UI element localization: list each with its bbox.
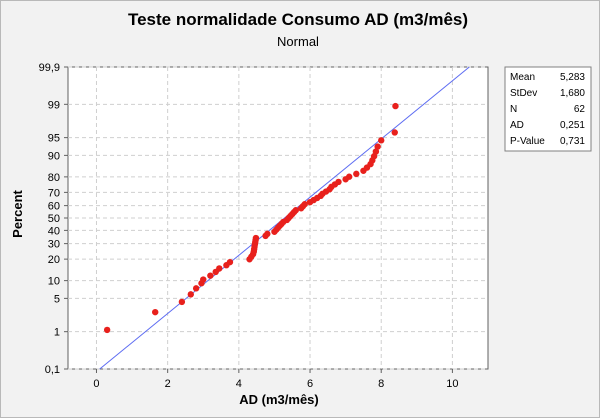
y-tick-label: 1: [54, 327, 60, 339]
data-point: [392, 102, 399, 110]
data-point: [152, 308, 159, 316]
y-tick-label: 90: [48, 150, 60, 162]
x-tick-label: 10: [446, 378, 458, 390]
y-tick-label: 99: [48, 99, 60, 111]
y-tick-label: 30: [48, 239, 60, 251]
data-point: [192, 285, 200, 292]
x-tick-label: 0: [93, 378, 99, 390]
data-point: [374, 143, 381, 150]
y-tick-label: 95: [48, 133, 60, 145]
stat-value: 62: [574, 104, 586, 115]
x-axis: 0 2 4 6 8 10: [93, 369, 459, 390]
data-points: [103, 102, 399, 334]
y-tick-label: 70: [48, 187, 60, 199]
stat-label: P-Value: [510, 136, 545, 147]
stat-label: StDev: [510, 88, 537, 99]
data-point: [187, 291, 194, 298]
stat-label: Mean: [510, 72, 535, 83]
data-point: [226, 258, 234, 266]
chart-subtitle: Normal: [277, 34, 319, 49]
data-point: [378, 137, 385, 144]
stats-box: [504, 66, 592, 152]
data-point: [335, 178, 342, 186]
gridlines: [68, 66, 488, 370]
y-tick-label: 20: [48, 254, 60, 266]
chart-title: Teste normalidade Consumo AD (m3/mês): [128, 10, 468, 29]
y-tick-label: 80: [48, 172, 60, 184]
data-point: [216, 265, 223, 272]
stat-label: AD: [510, 120, 524, 131]
stat-value: 5,283: [560, 72, 585, 83]
data-point: [353, 170, 360, 178]
y-tick-label: 5: [54, 293, 60, 305]
stats-table: Mean 5,283 StDev 1,680 N 62 AD 0,251 P-Value 0,73…: [510, 72, 585, 147]
y-tick-label: 10: [48, 276, 60, 288]
y-tick-label: 40: [48, 225, 60, 237]
data-point: [345, 173, 353, 180]
y-tick-label: 0,1: [45, 364, 60, 376]
stat-label: N: [510, 104, 517, 115]
data-point: [264, 230, 271, 238]
data-point: [178, 298, 186, 306]
data-point: [292, 207, 299, 214]
data-point: [103, 326, 111, 334]
y-tick-label: 99,9: [39, 62, 60, 74]
x-tick-label: 6: [307, 378, 313, 390]
data-point: [207, 272, 214, 279]
data-point: [252, 234, 260, 242]
x-axis-title: AD (m3/mês): [239, 392, 318, 407]
stat-value: 1,680: [560, 88, 585, 99]
data-point: [301, 201, 308, 208]
data-point: [372, 148, 380, 155]
x-tick-label: 4: [236, 378, 242, 390]
x-tick-label: 8: [378, 378, 384, 390]
x-tick-label: 2: [165, 378, 171, 390]
data-point: [200, 276, 207, 283]
y-tick-label: 60: [48, 201, 60, 213]
stat-value: 0,251: [560, 120, 585, 131]
y-tick-label: 50: [48, 213, 60, 225]
data-point: [391, 129, 398, 136]
y-axis-title: Percent: [10, 189, 25, 237]
stat-value: 0,731: [560, 136, 585, 147]
